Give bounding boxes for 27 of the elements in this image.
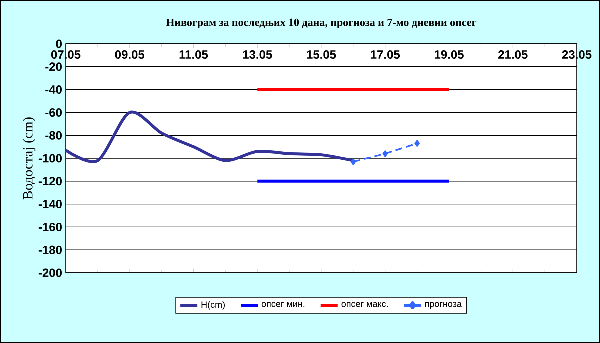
x-tick-label: 21.05: [498, 50, 528, 60]
x-tick-label: 17.05: [371, 50, 400, 60]
y-tick-label: -40: [46, 86, 62, 94]
point: [382, 150, 388, 158]
x-tick-label: 19.05: [434, 50, 464, 60]
y-tick-label: -120: [38, 177, 62, 186]
point: [350, 158, 356, 166]
x-tick-label: 13.05: [243, 50, 272, 60]
y-tick-label: -60: [46, 108, 62, 117]
legend-label: опсег мин.: [262, 302, 305, 308]
legend-label: опсег макс.: [342, 302, 388, 308]
legend-label: прогноза: [425, 302, 462, 309]
y-tick-label: 0: [56, 40, 62, 48]
x-tick-label: 15.05: [307, 50, 336, 60]
y-tick-label: -160: [38, 222, 62, 232]
x-tick-label: 09.05: [115, 50, 145, 60]
y-tick-label: -100: [38, 154, 62, 163]
y-tick-label: -200: [38, 268, 62, 278]
x-tick-label: 11.05: [180, 50, 208, 60]
y-tick-label: -80: [46, 131, 62, 140]
y-tick-label: -20: [46, 62, 62, 72]
y-axis-title: Водостај (cm): [22, 118, 36, 200]
legend-label: H(cm): [202, 301, 225, 310]
y-tick-label: -140: [38, 200, 62, 209]
point: [414, 140, 420, 147]
chart-title: Нивограм за последњих 10 дана, прогноза и 7-мо дневни опсег: [166, 18, 477, 29]
y-tick-label: -180: [38, 246, 62, 254]
